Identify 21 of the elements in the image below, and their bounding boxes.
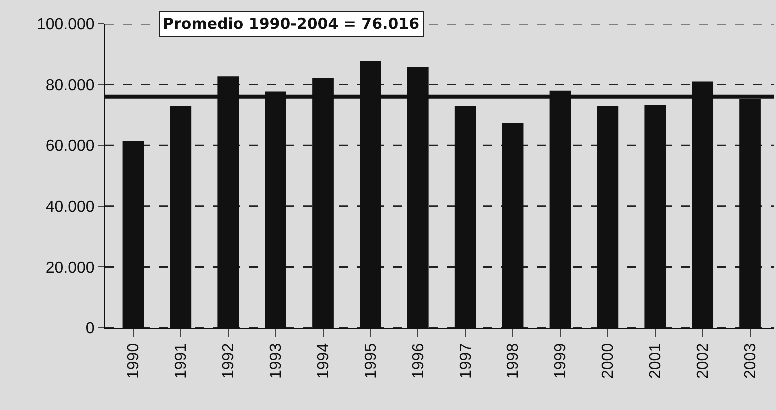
x-tick-label: 2002	[695, 343, 712, 379]
x-tick-label: 2000	[600, 343, 618, 379]
y-tick-label: 20.000	[46, 260, 95, 277]
x-tick-label: 1997	[458, 343, 475, 379]
y-tick-label: 0	[86, 320, 95, 338]
x-tick-label: 1993	[268, 343, 286, 379]
x-tick-label: 1990	[126, 343, 143, 379]
y-tick-label: 40.000	[46, 199, 95, 216]
x-tick-label: 1998	[505, 343, 522, 379]
x-tick-label: 1994	[315, 343, 332, 379]
x-tick-label: 2003	[742, 343, 760, 379]
y-tick-label: 100.000	[36, 16, 95, 34]
x-tick-label: 2001	[648, 343, 665, 379]
x-tick-label: 1991	[173, 343, 190, 379]
x-tick-label: 1992	[220, 343, 238, 379]
x-tick-label: 1996	[410, 343, 428, 379]
x-tick-label: 1999	[552, 343, 570, 379]
x-tick-label: 1995	[362, 343, 380, 379]
y-tick-label: 60.000	[46, 138, 95, 156]
y-tick-label: 80.000	[46, 77, 95, 94]
ref-line-label: Promedio 1990-2004 = 76.016	[163, 15, 420, 33]
